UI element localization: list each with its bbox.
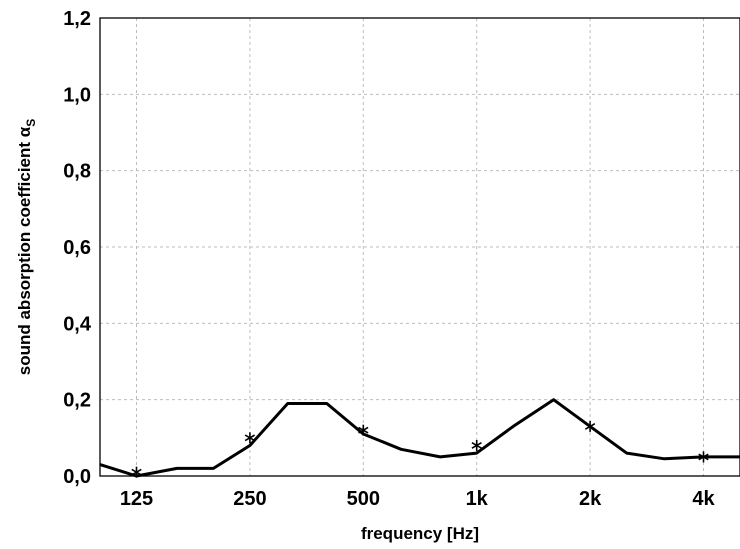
plot-frame [99,17,740,477]
grid-lines [100,18,740,476]
x-tick-labels: 125 250 500 1k 2k 4k [120,488,716,510]
y-axis-title: sound absorption coefficient αS [15,119,38,375]
asterisk-marker [244,432,256,444]
x-tick-label: 2k [579,488,602,510]
asterisk-stroke [698,453,709,461]
y-tick-label: 0,8 [63,161,91,183]
data-series [99,398,740,478]
y-tick-label: 0,2 [63,390,91,412]
y-tick-label: 1,0 [63,84,91,106]
asterisk-stroke [584,422,596,430]
asterisk-marker [358,424,369,436]
series-line [99,398,740,478]
x-tick-label: 125 [120,488,153,510]
y-tick-label: 0,6 [63,237,91,259]
asterisk-stroke [131,468,142,476]
asterisk-marker [698,451,709,463]
y-axis-title-main: sound absorption coefficient α [15,126,34,375]
asterisk-marker [471,439,482,451]
y-axis-title-subscript: S [24,119,38,127]
y-tick-labels: 0,0 0,2 0,4 0,6 0,8 1,0 1,2 [63,8,92,488]
asterisk-stroke [471,442,482,449]
y-tick-label: 0,4 [63,313,92,335]
asterisk-stroke [244,434,256,442]
x-axis-title: frequency [Hz] [361,524,479,543]
x-tick-label: 1k [466,488,489,510]
x-tick-label: 250 [233,488,266,510]
data-markers [131,420,709,478]
y-tick-label: 0,0 [63,466,91,488]
x-tick-label: 4k [692,488,715,510]
x-tick-label: 500 [347,488,380,510]
asterisk-stroke [358,426,369,434]
asterisk-marker [584,420,596,432]
y-tick-label: 1,2 [63,8,91,30]
